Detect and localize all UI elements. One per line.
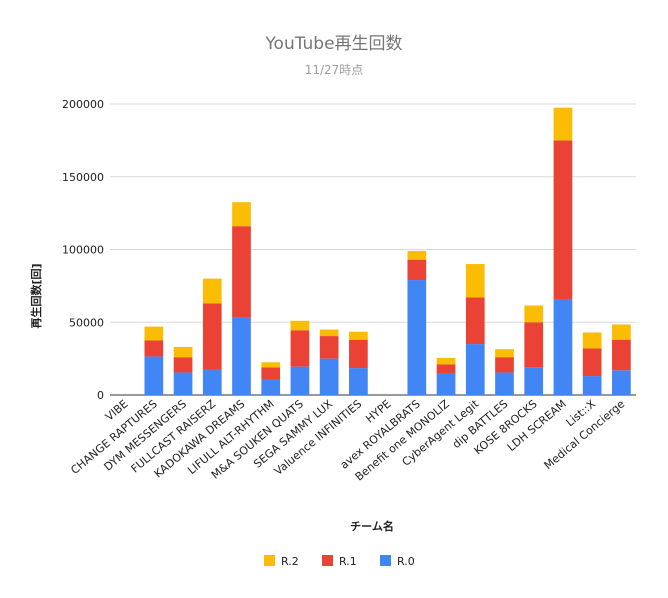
bar-segment	[465, 264, 485, 298]
legend-label: R.1	[339, 555, 357, 568]
legend: R.2 R.1 R.0	[264, 555, 415, 568]
bar-segment	[349, 331, 368, 340]
bar-segment	[319, 329, 339, 337]
y-axis-ticks: 0 50000 100000 150000 200000	[62, 98, 104, 402]
legend-label: R.0	[397, 555, 415, 568]
bar-segment	[524, 305, 544, 323]
bar-segment	[524, 322, 544, 368]
bar-segment	[582, 376, 602, 395]
bar-segment	[495, 357, 514, 373]
y-tick-label: 150000	[62, 171, 104, 184]
bar-segment	[407, 280, 427, 395]
y-tick-label: 0	[97, 389, 104, 402]
gridlines	[110, 103, 636, 396]
bar-segment	[407, 250, 427, 260]
bar-segment	[612, 370, 631, 395]
bar-segment	[261, 378, 281, 395]
bar-segment	[261, 362, 281, 368]
legend-swatch	[264, 555, 275, 566]
bar-segment	[582, 332, 602, 349]
bar-segment	[290, 366, 310, 395]
bar-segment	[290, 330, 310, 367]
bar-segment	[436, 373, 456, 395]
bar-segment	[232, 317, 251, 395]
bar-segment	[173, 357, 193, 373]
chart-title: YouTube再生回数	[264, 34, 402, 54]
bar-segment	[232, 226, 251, 318]
bar-segment	[465, 297, 485, 345]
bar-segment	[232, 202, 251, 227]
y-tick-label: 50000	[69, 316, 104, 329]
bar-segment	[319, 336, 339, 359]
bar-segment	[495, 372, 514, 395]
y-axis-title: 再生回数[回]	[29, 263, 43, 328]
bar-segment	[582, 348, 602, 377]
bar-segment	[290, 320, 310, 331]
y-tick-label: 200000	[62, 98, 104, 111]
bar-segment	[495, 349, 514, 358]
bar-segment	[553, 298, 573, 395]
y-tick-label: 100000	[62, 244, 104, 257]
bar-segment	[407, 259, 427, 281]
chart-subtitle: 11/27時点	[305, 63, 364, 77]
bar-segment	[144, 356, 164, 395]
bar-segment	[349, 368, 368, 395]
bars	[144, 107, 631, 395]
bar-segment	[144, 340, 164, 357]
bar-segment	[436, 364, 456, 374]
bar-segment	[202, 278, 222, 304]
bar-segment	[144, 326, 164, 341]
bar-segment	[553, 107, 573, 141]
bar-segment	[261, 367, 281, 379]
x-axis-title: チーム名	[350, 519, 394, 533]
bar-segment	[612, 324, 631, 340]
legend-label: R.2	[281, 555, 299, 568]
legend-swatch	[380, 555, 391, 566]
bar-segment	[612, 339, 631, 371]
bar-segment	[319, 358, 339, 395]
bar-segment	[173, 346, 193, 358]
bar-segment	[349, 339, 368, 369]
bar-segment	[436, 357, 456, 365]
legend-swatch	[322, 555, 333, 566]
bar-segment	[202, 369, 222, 395]
bar-segment	[202, 303, 222, 370]
bar-segment	[553, 140, 573, 299]
bar-segment	[173, 372, 193, 395]
bar-segment	[524, 367, 544, 395]
bar-segment	[465, 344, 485, 395]
